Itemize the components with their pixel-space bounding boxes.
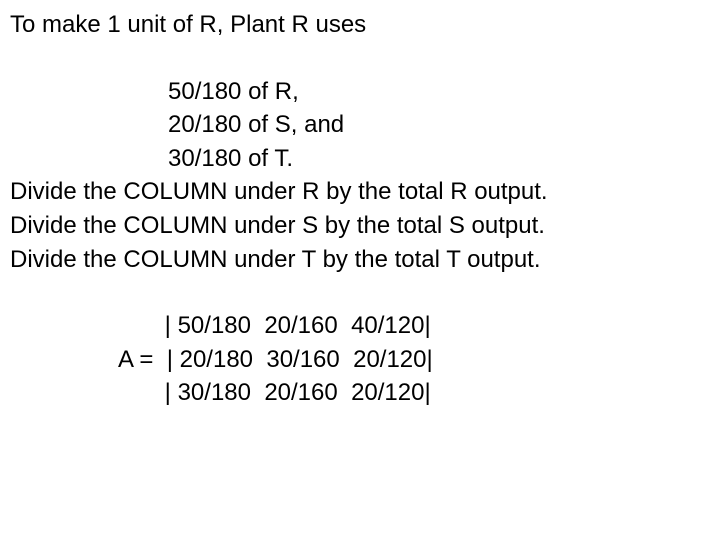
spacer [10,42,710,75]
spacer [10,276,710,309]
uses-line-2: 20/180 of S, and [10,108,710,142]
divide-line-1: Divide the COLUMN under R by the total R… [10,175,710,209]
uses-line-1: 50/180 of R, [10,75,710,109]
divide-line-2: Divide the COLUMN under S by the total S… [10,209,710,243]
matrix-row-1: | 50/180 20/160 40/120| [10,309,710,343]
divide-line-3: Divide the COLUMN under T by the total T… [10,243,710,277]
uses-line-3: 30/180 of T. [10,142,710,176]
matrix-row-3: | 30/180 20/160 20/120| [10,376,710,410]
matrix-row-2: A = | 20/180 30/160 20/120| [10,343,710,377]
intro-text: To make 1 unit of R, Plant R uses [10,8,710,42]
